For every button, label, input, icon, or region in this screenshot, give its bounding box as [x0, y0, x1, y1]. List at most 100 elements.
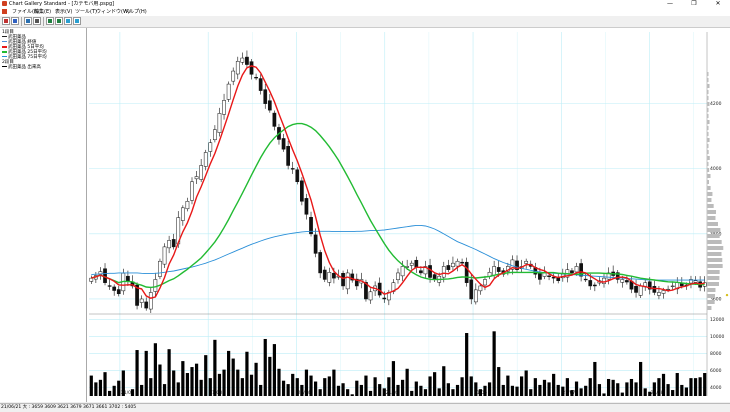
maximize-button[interactable]: ❐: [691, 0, 697, 7]
volume-bar: [121, 370, 125, 396]
export-icon[interactable]: [73, 17, 81, 25]
refresh-icon[interactable]: [64, 17, 72, 25]
volume-bar: [268, 356, 272, 396]
volume-bar: [373, 377, 377, 396]
candle-body: [112, 286, 117, 291]
document-icon[interactable]: [2, 9, 7, 14]
zoom-out-icon[interactable]: [55, 17, 63, 25]
candle-body: [451, 262, 455, 267]
volume-bar: [130, 389, 135, 396]
volume-bar: [227, 350, 231, 396]
candle-body: [350, 273, 355, 281]
menu-view[interactable]: 表示(V): [55, 9, 73, 15]
save-icon[interactable]: [24, 17, 32, 25]
volume-bar: [625, 382, 629, 396]
volume-bar: [533, 378, 537, 396]
candle-body: [396, 272, 400, 281]
y-tick-label: 4000: [710, 166, 722, 172]
volume-bar: [391, 361, 396, 396]
volume-bar: [140, 384, 144, 396]
menu-window[interactable]: ウィンドウ(W): [96, 9, 130, 15]
price-distribution-bar: [707, 150, 709, 154]
candle-body: [666, 288, 670, 291]
candle-body: [185, 201, 190, 210]
volume-bar: [309, 375, 313, 396]
volume-bar: [423, 389, 428, 396]
candle-body: [574, 266, 579, 273]
volume-bar: [162, 384, 167, 396]
candle-body: [368, 291, 373, 301]
legend-item-price[interactable]: 武田薬品: [2, 35, 26, 40]
candle-body: [217, 113, 222, 133]
menu-file[interactable]: ファイル(F): [12, 9, 39, 15]
candle-body: [290, 168, 295, 170]
volume-bar: [355, 380, 359, 396]
candle-body: [116, 289, 121, 295]
menu-edit[interactable]: 編集(E): [34, 9, 52, 15]
volume-bar: [410, 390, 414, 396]
legend-item-ma5[interactable]: 武田薬品 5日平均: [2, 45, 44, 50]
candle-body: [483, 279, 487, 286]
price-distribution-bar: [707, 102, 710, 106]
candle-body: [300, 180, 304, 202]
menu-bar: ファイル(F) 編集(E) 表示(V) ツール(T) ウィンドウ(W) ヘルプ(…: [0, 8, 730, 16]
minimize-button[interactable]: —: [667, 0, 673, 7]
candle-body: [510, 259, 515, 270]
legend-label: 武田薬品 出来高: [8, 65, 41, 70]
candle-body: [286, 146, 290, 166]
volume-bar: [245, 351, 249, 396]
chart-icon[interactable]: [2, 17, 10, 25]
candle-body: [364, 282, 368, 300]
candle-body: [382, 297, 387, 300]
print-icon[interactable]: [33, 17, 41, 25]
candle-body: [258, 78, 263, 91]
volume-bar: [281, 380, 286, 396]
volume-bar: [657, 378, 661, 396]
candle-body: [208, 142, 213, 152]
candle-body: [235, 61, 240, 75]
volume-bar: [208, 378, 212, 396]
volume-tick-label: 8000: [710, 351, 722, 357]
volume-bar: [474, 382, 478, 396]
volume-bar: [487, 382, 492, 396]
legend-item-ma25[interactable]: 武田薬品 25日平均: [2, 50, 47, 55]
volume-bar: [172, 370, 176, 396]
volume-bar: [153, 343, 157, 396]
price-distribution-bar: [707, 222, 718, 226]
candle-body: [592, 284, 597, 287]
toolbar-separator: [43, 17, 44, 26]
legend-label: 武田薬品 終値: [8, 40, 37, 45]
volume-bar: [176, 382, 180, 396]
table-icon[interactable]: [11, 17, 19, 25]
candle-body: [638, 285, 643, 296]
volume-bar: [103, 372, 107, 396]
candle-body: [240, 57, 245, 63]
volume-bar: [135, 350, 139, 396]
candle-body: [693, 280, 698, 283]
volume-bar: [671, 390, 675, 396]
legend-item-volume[interactable]: 武田薬品 出来高: [2, 65, 41, 70]
legend-item-close[interactable]: 武田薬品 終値: [2, 40, 36, 45]
candle-body: [547, 275, 551, 277]
candle-body: [679, 283, 684, 287]
chart-area[interactable]: 21/0221/0321/0421/0521/0621/0721/0842004…: [87, 28, 730, 402]
volume-bar: [213, 339, 217, 396]
zoom-in-icon[interactable]: [46, 17, 54, 25]
candle-body: [341, 273, 345, 287]
menu-tools[interactable]: ツール(T): [75, 9, 97, 15]
price-distribution-bar: [707, 120, 710, 124]
stock-chart[interactable]: 21/0221/0321/0421/0521/0621/0721/0842004…: [87, 28, 730, 402]
close-button[interactable]: ✕: [715, 0, 721, 7]
volume-bar: [574, 381, 579, 396]
volume-bar: [254, 362, 258, 396]
candle-body: [652, 286, 657, 293]
menu-help[interactable]: ヘルプ(H): [124, 9, 147, 15]
candle-body: [409, 262, 414, 266]
volume-bar: [291, 373, 295, 396]
candle-body: [620, 279, 625, 283]
volume-bar: [552, 373, 556, 396]
price-distribution-bar: [707, 138, 710, 142]
volume-bar: [346, 389, 350, 396]
candle-body: [615, 272, 620, 280]
legend-item-ma75[interactable]: 武田薬品 75日平均: [2, 55, 47, 60]
